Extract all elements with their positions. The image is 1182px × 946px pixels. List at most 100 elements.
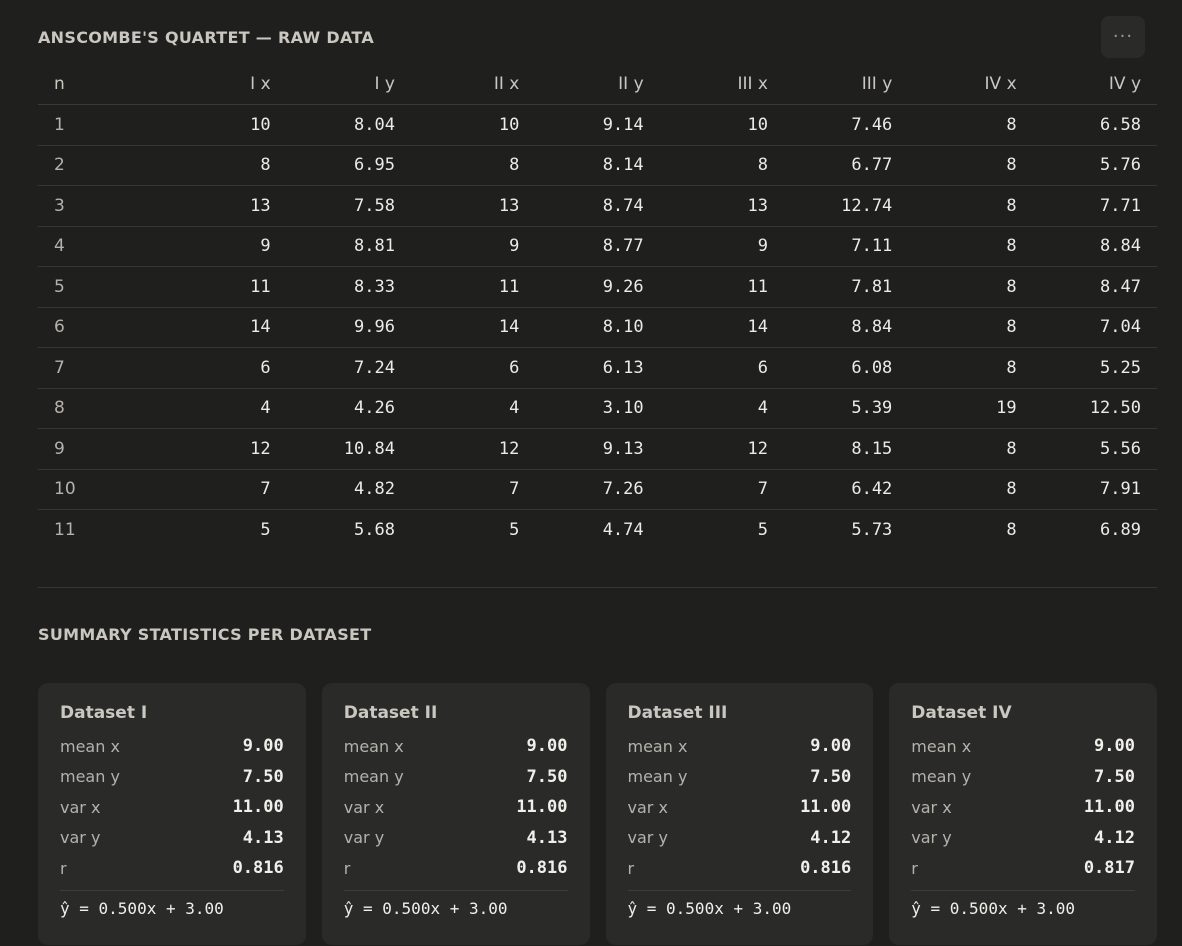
table-cell: 13 <box>162 185 287 227</box>
column-header: I y <box>286 64 411 105</box>
table-cell: 9 <box>410 226 536 267</box>
table-cell: 8 <box>908 104 1033 146</box>
table-cell: 5.25 <box>1032 347 1157 389</box>
column-header: II x <box>410 64 536 105</box>
column-header: III y <box>783 64 909 105</box>
stat-value: 4.12 <box>810 827 852 848</box>
column-header: n <box>38 64 163 105</box>
table-row: 9 12 10.84 12 9.13 12 8.15 8 5.56 <box>38 428 1157 470</box>
table-cell: 5 <box>509 519 520 540</box>
table-cell: 8.47 <box>1032 266 1157 308</box>
table-cell: 5 <box>757 519 768 540</box>
row-index-cell: 9 <box>38 428 163 470</box>
stat-row: var x 11.00 <box>628 792 852 823</box>
table-cell: 8 <box>908 226 1033 267</box>
more-icon: ··· <box>1112 26 1134 47</box>
stat-value: 11.00 <box>800 797 852 818</box>
table-cell: 6.77 <box>783 145 909 186</box>
table-cell: 7.46 <box>783 104 909 146</box>
table-cell: 4.26 <box>286 388 411 429</box>
stat-value: 11.00 <box>232 797 284 818</box>
stat-row: r 0.816 <box>628 853 852 884</box>
table-cell: 4.74 <box>602 519 644 540</box>
stat-row: var x 11.00 <box>344 792 568 823</box>
table-cell: 5 <box>260 519 271 540</box>
regression-equation: ŷ = 0.500x + 3.00 <box>343 898 508 918</box>
raw-data-title: ANSCOMBE'S QUARTET — RAW DATA <box>38 28 375 47</box>
row-index-cell: 6 <box>38 307 163 348</box>
table-cell: 5.73 <box>851 519 893 540</box>
table-cell: 6.89 <box>1100 519 1141 540</box>
stat-label: mean y <box>60 767 120 787</box>
stat-label: r <box>627 858 635 878</box>
table-cell: 6 <box>659 347 784 389</box>
row-index-cell: 2 <box>38 145 163 186</box>
stat-value: 4.13 <box>242 827 284 848</box>
stat-label: mean y <box>627 767 688 787</box>
table-cell: 5.56 <box>1032 428 1157 470</box>
stat-row: r 0.816 <box>344 853 568 884</box>
stat-label: var y <box>911 828 952 848</box>
dataset-card: Dataset III mean x 9.00 mean y 7.50 var x 11.0… <box>605 683 874 945</box>
more-options-button[interactable]: ··· <box>1101 16 1145 58</box>
table-cell: 6 <box>410 347 536 389</box>
stat-label: var y <box>343 828 385 848</box>
stat-value: 4.13 <box>526 827 568 848</box>
stat-value: 0.816 <box>516 858 568 879</box>
table-cell: 6 <box>162 347 287 389</box>
stat-label: var x <box>911 797 952 817</box>
summary-title: SUMMARY STATISTICS PER DATASET <box>38 625 372 644</box>
row-index-cell: 5 <box>38 266 163 308</box>
table-cell: 10 <box>410 104 536 146</box>
table-cell: 6.42 <box>783 469 909 510</box>
table-cell: 8 <box>1006 519 1017 540</box>
table-cell: 8.10 <box>535 307 660 348</box>
table-row: 5 11 8.33 11 9.26 11 7.81 8 8.47 <box>38 266 1157 308</box>
table-cell: 8 <box>908 307 1033 348</box>
table-cell: 8 <box>908 469 1033 510</box>
row-index-cell: 11 <box>54 519 76 540</box>
row-index-cell: 4 <box>38 226 163 267</box>
stat-row: mean x 9.00 <box>911 731 1135 762</box>
dataset-card-title: Dataset II <box>343 703 438 723</box>
stat-row: mean x 9.00 <box>60 731 284 762</box>
table-cell: 12 <box>659 428 784 470</box>
column-header: III x <box>659 64 784 105</box>
stat-label: var x <box>627 797 668 817</box>
table-cell: 14 <box>659 307 784 348</box>
regression-equation: ŷ = 0.500x + 3.00 <box>60 898 224 918</box>
table-cell: 7.58 <box>286 185 411 227</box>
table-cell: 8.77 <box>535 226 660 267</box>
table-cell: 13 <box>659 185 784 227</box>
stat-value: 7.50 <box>1094 766 1135 787</box>
table-cell: 9.96 <box>286 307 411 348</box>
table-cell: 11 <box>410 266 536 308</box>
table-cell: 19 <box>908 388 1033 429</box>
card-divider <box>60 889 284 891</box>
table-cell: 3.10 <box>535 388 660 429</box>
stat-label: r <box>60 858 67 878</box>
table-row: 3 13 7.58 13 8.74 13 12.74 8 7.71 <box>38 185 1157 227</box>
table-cell: 9.14 <box>535 104 660 146</box>
card-divider <box>911 889 1135 891</box>
table-cell: 10 <box>659 104 784 146</box>
table-cell: 8.81 <box>286 226 411 267</box>
stat-row: var y 4.12 <box>628 823 852 854</box>
row-index-cell: 10 <box>38 469 163 510</box>
stat-value: 11.00 <box>1083 797 1135 818</box>
table-row: 8 4 4.26 4 3.10 4 5.39 19 12.50 <box>38 388 1157 429</box>
row-index-cell: 8 <box>38 388 163 429</box>
table-row: 4 9 8.81 9 8.77 9 7.11 8 8.84 <box>38 226 1157 267</box>
table-cell: 5.39 <box>783 388 909 429</box>
stat-label: mean y <box>343 767 404 787</box>
stat-value: 7.50 <box>526 766 568 787</box>
table-cell: 6.13 <box>535 347 660 389</box>
table-cell: 8.74 <box>535 185 660 227</box>
table-cell: 7 <box>410 469 536 510</box>
stat-value: 4.12 <box>1094 827 1135 848</box>
column-header: IV y <box>1032 64 1157 105</box>
table-cell: 6.08 <box>783 347 909 389</box>
stat-row: var x 11.00 <box>911 792 1135 823</box>
